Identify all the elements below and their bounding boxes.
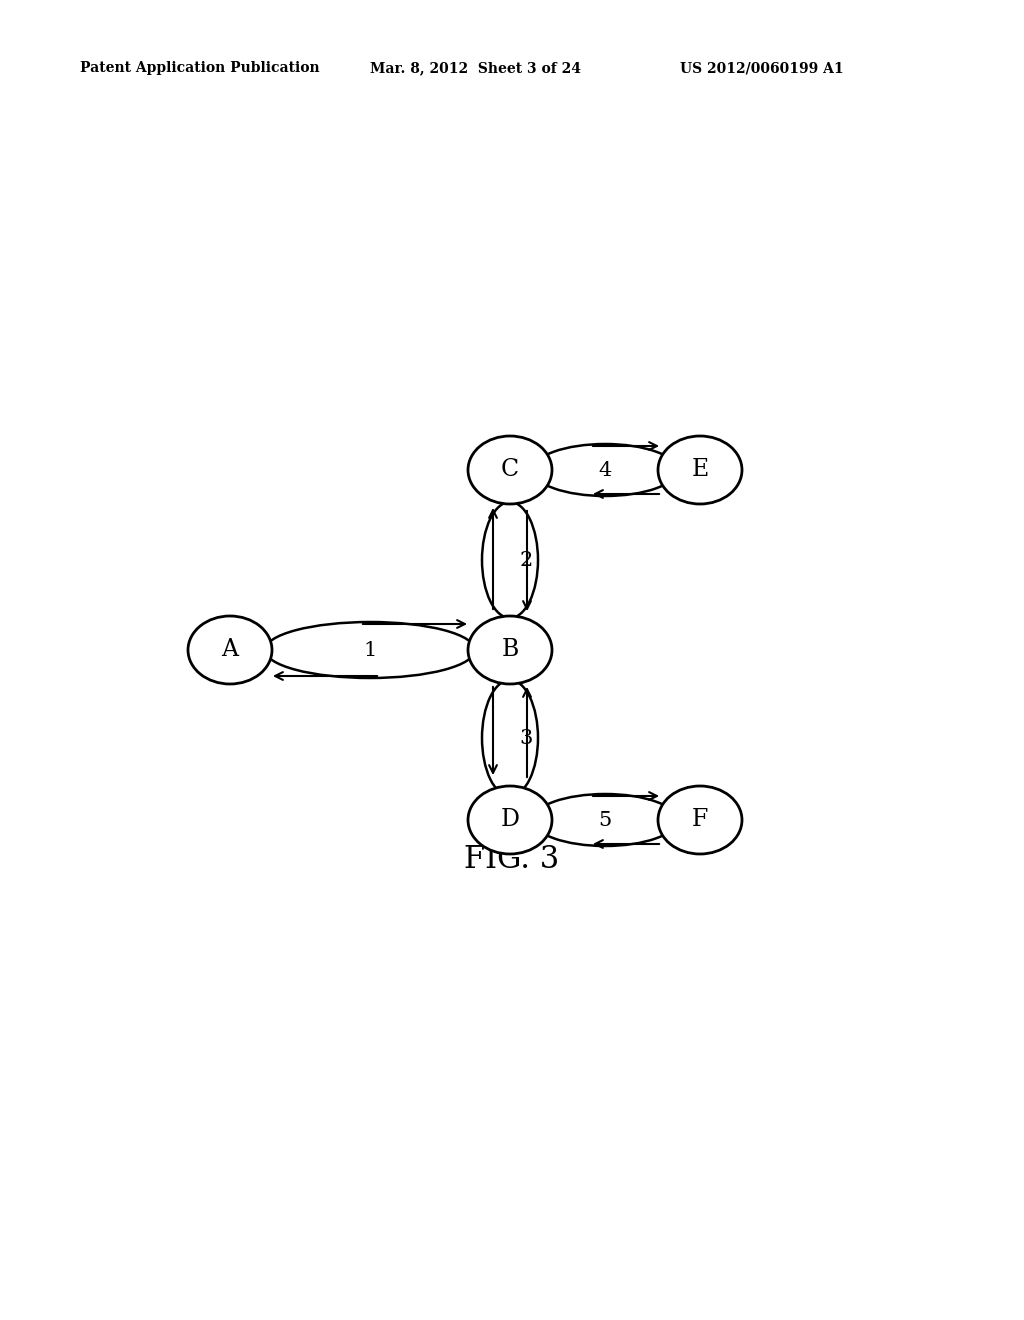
Ellipse shape	[468, 616, 552, 684]
Text: 4: 4	[598, 461, 611, 479]
Ellipse shape	[468, 785, 552, 854]
Text: B: B	[502, 639, 519, 661]
Text: C: C	[501, 458, 519, 482]
Text: 5: 5	[598, 810, 611, 829]
Text: F: F	[692, 808, 709, 832]
Ellipse shape	[468, 436, 552, 504]
Ellipse shape	[658, 436, 742, 504]
Text: Patent Application Publication: Patent Application Publication	[80, 61, 319, 75]
Text: A: A	[221, 639, 239, 661]
Text: 2: 2	[519, 550, 532, 569]
Ellipse shape	[534, 795, 677, 846]
Text: E: E	[691, 458, 709, 482]
Ellipse shape	[534, 444, 677, 496]
Text: 1: 1	[364, 640, 377, 660]
Text: D: D	[501, 808, 519, 832]
Ellipse shape	[658, 785, 742, 854]
Text: FIG. 3: FIG. 3	[464, 845, 560, 875]
Text: 3: 3	[519, 729, 532, 747]
Text: US 2012/0060199 A1: US 2012/0060199 A1	[680, 61, 844, 75]
Ellipse shape	[482, 680, 538, 796]
Ellipse shape	[265, 622, 475, 678]
Text: Mar. 8, 2012  Sheet 3 of 24: Mar. 8, 2012 Sheet 3 of 24	[370, 61, 581, 75]
Ellipse shape	[188, 616, 272, 684]
Ellipse shape	[482, 502, 538, 618]
